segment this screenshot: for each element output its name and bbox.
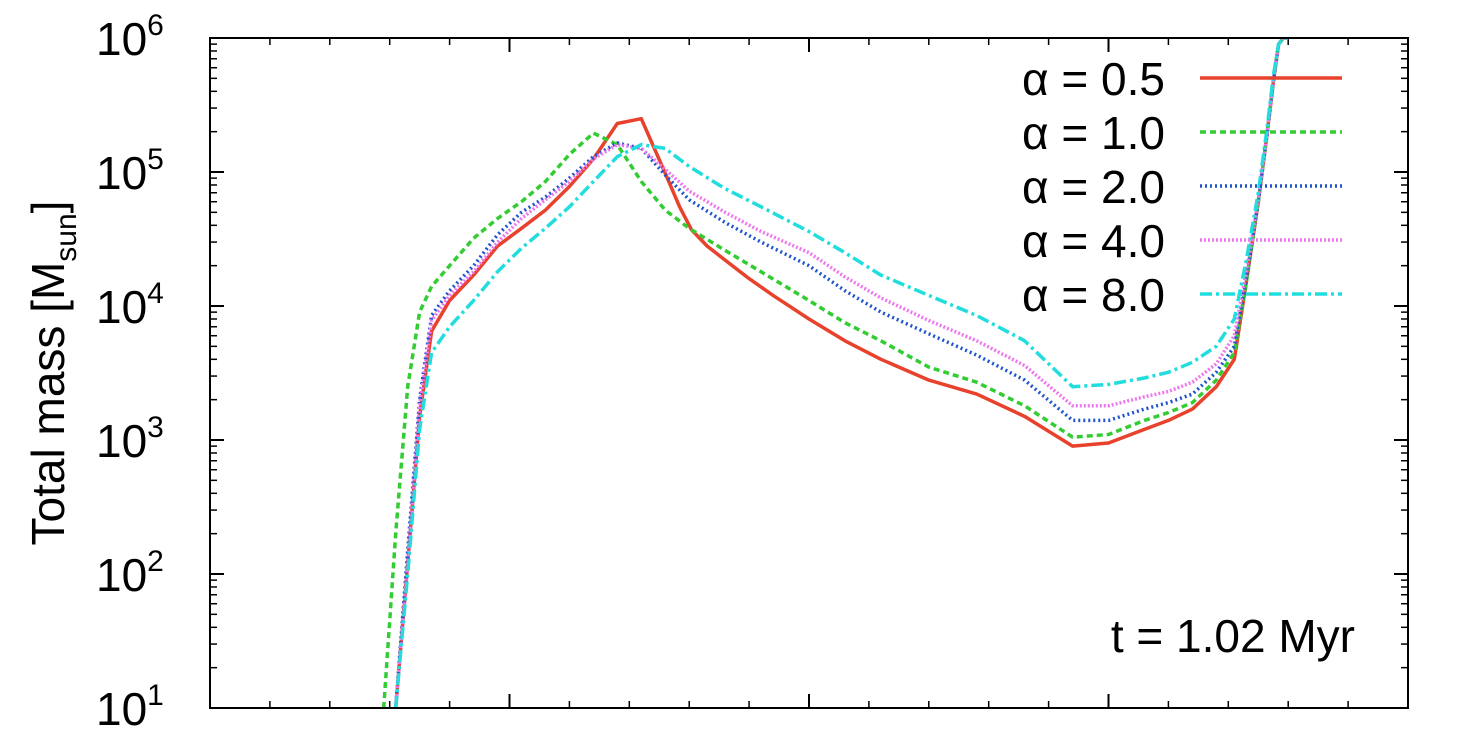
y-axis-label: Total mass [Msun] xyxy=(22,201,83,546)
legend-label-0: α = 0.5 xyxy=(1022,53,1165,105)
y-tick-label: 104 xyxy=(96,277,164,333)
legend-label-2: α = 2.0 xyxy=(1022,161,1165,213)
series-line-3 xyxy=(393,38,1289,708)
legend-label-4: α = 8.0 xyxy=(1022,269,1165,321)
series-line-0 xyxy=(393,38,1289,708)
y-tick-label: 103 xyxy=(96,411,164,467)
y-tick-label: 106 xyxy=(96,9,164,65)
plot-frame xyxy=(209,37,1409,709)
y-tick-label: 101 xyxy=(96,679,164,735)
y-axis-label-close: ] xyxy=(22,201,74,214)
y-axis-tick-labels: 101 102 103 104 105 106 xyxy=(96,9,164,735)
y-axis-label-main: Total mass [M xyxy=(22,262,74,546)
y-tick-label: 105 xyxy=(96,143,164,199)
legend-label-1: α = 1.0 xyxy=(1022,107,1165,159)
series-line-4 xyxy=(393,38,1289,708)
series-layer xyxy=(381,38,1289,708)
y-axis-label-subscript: sun xyxy=(50,213,83,261)
y-axis-ticks xyxy=(210,37,1408,709)
legend-label-3: α = 4.0 xyxy=(1022,215,1165,267)
legend: α = 0.5α = 1.0α = 2.0α = 4.0α = 8.0 xyxy=(1022,53,1342,321)
series-line-1 xyxy=(381,38,1289,708)
time-annotation: t = 1.02 Myr xyxy=(1111,610,1355,662)
y-tick-label: 102 xyxy=(96,545,164,601)
